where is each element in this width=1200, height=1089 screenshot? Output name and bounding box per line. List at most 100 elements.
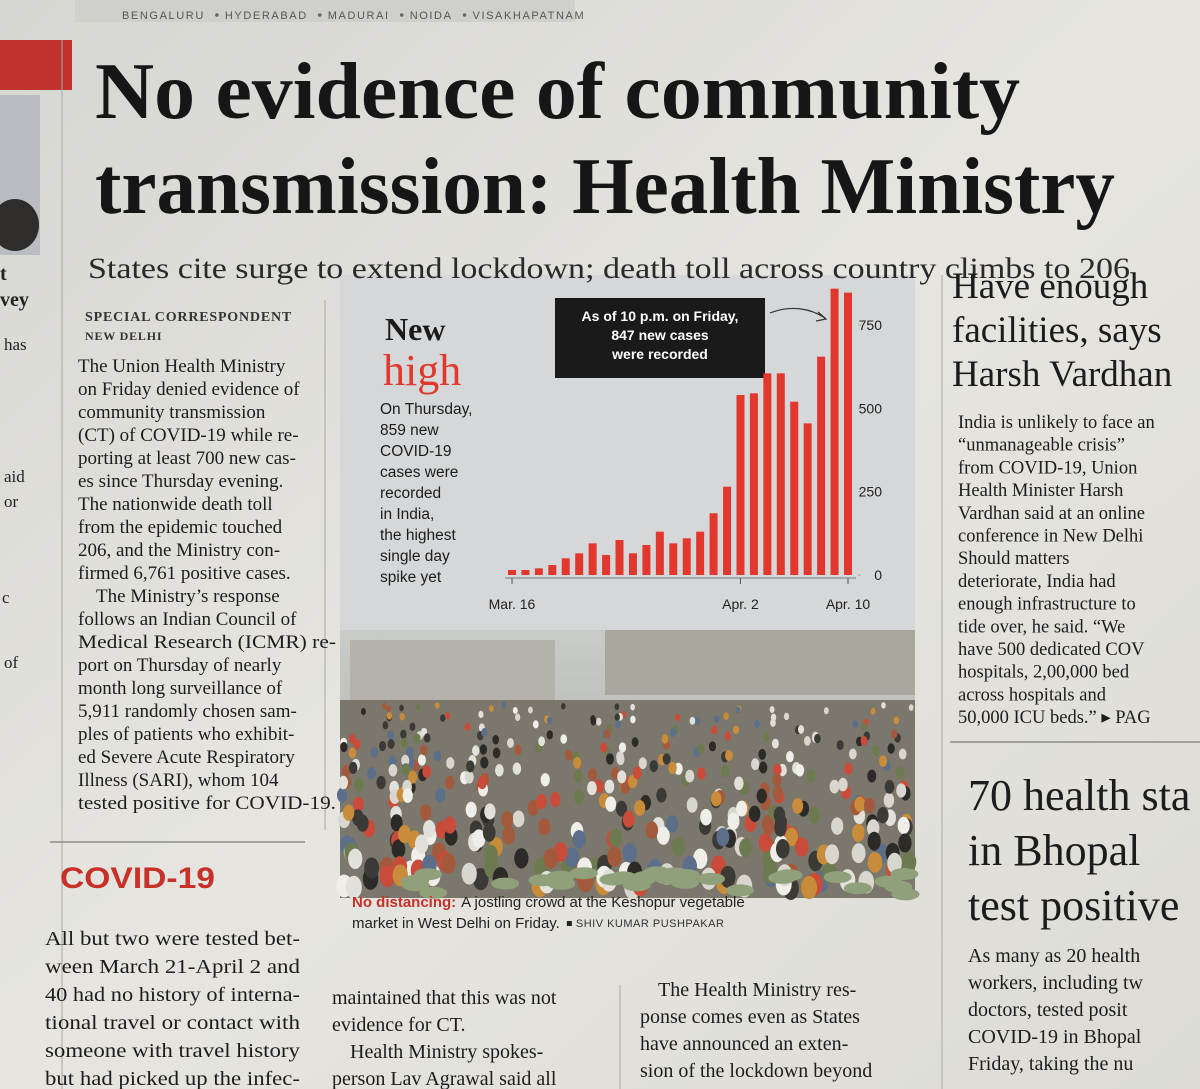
body-text-line: have 500 dedicated COV <box>958 640 1145 660</box>
photo-figure <box>546 716 553 725</box>
body-text-line: ples of patients who exhibit- <box>78 724 294 745</box>
photo-vegetables <box>697 872 726 885</box>
photo-figure <box>734 776 744 791</box>
photo-vegetables <box>823 871 852 884</box>
photo-figure <box>419 804 432 821</box>
photo-vegetables <box>725 884 754 897</box>
photo-figure <box>758 748 767 760</box>
body-text-line: hospitals, 2,00,000 bed <box>958 663 1130 683</box>
photo-building <box>350 640 555 700</box>
body-text-line: 50,000 ICU beds.” ▸ PAG <box>958 708 1151 728</box>
photo-figure <box>671 837 685 857</box>
photo-figure <box>398 825 411 844</box>
photo-figure <box>353 739 361 750</box>
photo-figure <box>724 731 732 741</box>
x-tick-label: Apr. 10 <box>826 596 871 612</box>
body-text-line: but had picked up the infec- <box>45 1068 300 1089</box>
photo-figure <box>527 800 539 816</box>
photo-figure <box>573 789 585 805</box>
bar <box>628 553 637 575</box>
photo-figure <box>666 815 679 833</box>
photo-figure <box>808 806 820 824</box>
photo-figure <box>795 764 805 777</box>
photo-figure <box>669 727 677 737</box>
body-text-line: tide over, he said. “We <box>958 617 1125 637</box>
bar <box>534 568 543 575</box>
photo-figure <box>543 848 558 869</box>
subheadline: States cite surge to extend lockdown; de… <box>88 252 1130 285</box>
photo-figure <box>600 742 608 753</box>
bar <box>749 393 758 575</box>
bar <box>561 558 570 575</box>
photo-figure <box>512 762 522 775</box>
photo-vegetables <box>768 871 797 884</box>
photo-figure <box>723 712 729 720</box>
photo-figure <box>614 713 620 722</box>
photo-figure <box>733 725 740 735</box>
photo-figure <box>630 703 635 711</box>
cut-off-text: vey <box>0 289 29 311</box>
photo-figure <box>774 819 787 837</box>
photo-figure <box>854 796 866 813</box>
photo-figure <box>661 734 669 744</box>
body-text-line: “unmanageable crisis” <box>958 436 1125 456</box>
bar <box>548 565 557 575</box>
body-text-line: sion of the lockdown beyond <box>640 1060 872 1082</box>
bar <box>790 401 799 575</box>
photo-figure <box>604 779 615 794</box>
bar <box>830 288 839 575</box>
side-headline-line: Have enough <box>952 266 1149 307</box>
photo-figure <box>772 773 782 787</box>
photo-figure <box>786 751 794 763</box>
body-text-line: tional travel or contact with <box>45 1012 300 1034</box>
photo-figure <box>388 764 398 777</box>
body-text-line: ponse comes even as States <box>640 1006 860 1028</box>
photo-figure <box>356 814 369 832</box>
photo-figure <box>572 830 586 849</box>
photo-figure <box>649 760 659 773</box>
photo-figure <box>409 722 416 731</box>
photo-figure <box>762 732 770 742</box>
body-text-line: across hospitals and <box>958 685 1107 705</box>
body-text-line: maintained that this was not <box>332 987 557 1009</box>
left-photo-figure <box>0 199 39 251</box>
photo-figure <box>615 800 628 817</box>
photo-figure <box>338 775 349 790</box>
photo-figure <box>465 801 477 818</box>
body-text-line: Friday, taking the nu <box>968 1053 1133 1075</box>
photo-figure <box>488 705 494 712</box>
callout-box <box>555 298 765 378</box>
photo-figure <box>872 745 880 756</box>
photo-figure <box>758 832 772 852</box>
photo-vegetables <box>890 867 919 880</box>
photo-figure <box>838 777 848 792</box>
photo-figure <box>632 766 642 780</box>
photo-figure <box>883 792 895 808</box>
body-text-line: Vardhan said at an online <box>958 504 1145 524</box>
photo-figure <box>472 829 486 848</box>
photo-figure <box>645 821 659 840</box>
photo-figure <box>492 747 501 759</box>
photo-figure <box>668 761 677 774</box>
bar <box>575 553 584 575</box>
photo-figure <box>414 834 429 854</box>
body-text-line: follows an Indian Council of <box>78 609 297 630</box>
body-text-line: on Friday denied evidence of <box>78 379 300 400</box>
chart-annotation: single day <box>380 548 450 565</box>
callout-arrow <box>769 307 826 319</box>
photo-figure <box>877 806 889 824</box>
photo-figure <box>501 701 507 709</box>
left-photo-edge <box>0 40 72 90</box>
photo-vegetables <box>671 869 700 882</box>
photo-figure <box>772 785 783 801</box>
bar <box>615 540 624 575</box>
photo-figure <box>399 704 404 712</box>
photo-figure <box>546 730 554 740</box>
photo-figure <box>400 729 407 739</box>
photo-figure <box>376 775 386 790</box>
headline-line: No evidence of community <box>95 48 1020 136</box>
photo-figure <box>622 842 637 863</box>
masthead-city: HYDERABAD <box>225 10 308 22</box>
cut-off-text: has <box>4 335 27 354</box>
